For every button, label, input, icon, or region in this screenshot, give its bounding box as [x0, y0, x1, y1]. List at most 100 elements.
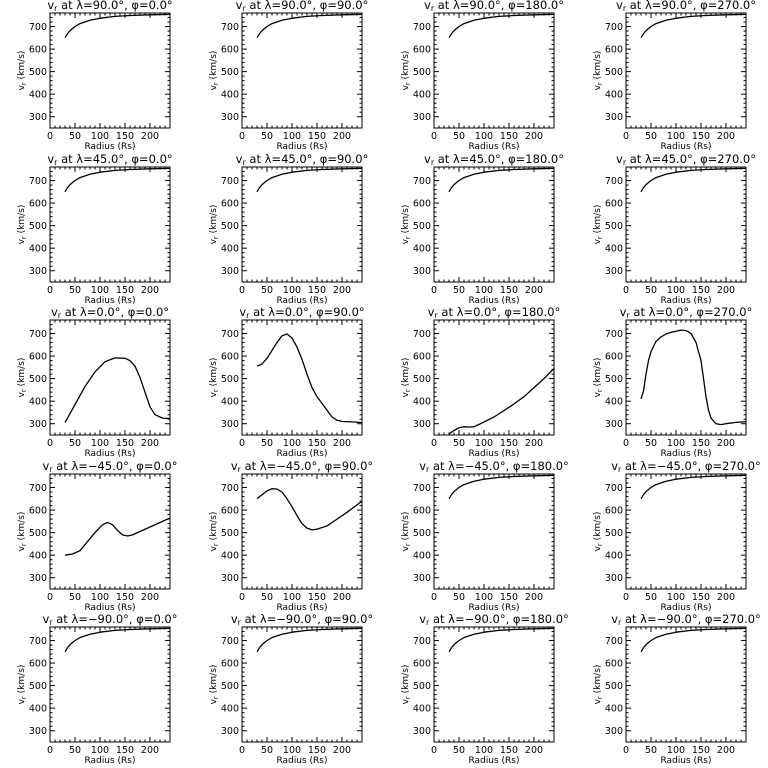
- y-tick-label: 600: [605, 659, 623, 670]
- x-tick-label: 0: [47, 438, 53, 449]
- y-axis-label: vr (km/s): [593, 51, 604, 91]
- chart-title: vr at λ=45.0°, φ=270.0°: [616, 152, 756, 167]
- x-tick-label: 150: [692, 285, 710, 296]
- x-tick-label: 100: [475, 285, 493, 296]
- y-tick-label: 400: [413, 704, 431, 715]
- y-tick-label: 600: [605, 199, 623, 210]
- x-tick-label: 50: [645, 745, 657, 756]
- x-tick-label: 50: [261, 745, 273, 756]
- plot-frame: [433, 319, 555, 436]
- x-tick-label: 200: [525, 131, 543, 142]
- y-tick-label: 300: [29, 112, 47, 123]
- chart-panel: vr at λ=−45.0°, φ=90.0° 0 50 100 150 200 300 40…: [209, 459, 373, 613]
- chart-title: vr at λ=−45.0°, φ=0.0°: [43, 459, 178, 474]
- x-axis-label: Radius (Rs): [468, 449, 519, 459]
- y-axis-label: vr (km/s): [593, 358, 604, 398]
- series-line: [640, 13, 747, 39]
- y-tick-label: 300: [605, 112, 623, 123]
- y-tick-label: 600: [29, 659, 47, 670]
- y-axis-label: vr (km/s): [401, 51, 412, 91]
- x-tick-label: 100: [667, 592, 685, 603]
- x-tick-label: 150: [692, 438, 710, 449]
- y-tick-label: 300: [413, 419, 431, 430]
- x-tick-label: 0: [239, 745, 245, 756]
- chart-panel: vr at λ=90.0°, φ=270.0° 0 50 100 150 200 300 40…: [593, 0, 756, 152]
- chart-title: vr at λ=0.0°, φ=0.0°: [51, 305, 169, 320]
- x-tick-label: 200: [525, 592, 543, 603]
- y-tick-label: 500: [605, 681, 623, 692]
- x-tick-label: 50: [453, 592, 465, 603]
- y-tick-label: 700: [413, 483, 431, 494]
- y-tick-label: 600: [221, 199, 239, 210]
- chart-panel: vr at λ=90.0°, φ=0.0° 0 50 100 150 200 300 400 5…: [17, 0, 173, 152]
- x-tick-label: 200: [333, 438, 351, 449]
- series-line: [640, 627, 747, 653]
- plot-frame: [433, 166, 555, 283]
- chart-panel: vr at λ=−90.0°, φ=0.0° 0 50 100 150 200 300 400…: [17, 612, 177, 766]
- x-tick-label: 100: [667, 131, 685, 142]
- y-axis-label: vr (km/s): [593, 205, 604, 245]
- series-line: [448, 167, 555, 193]
- y-tick-label: 300: [221, 112, 239, 123]
- x-tick-label: 50: [261, 131, 273, 142]
- x-tick-label: 0: [623, 131, 629, 142]
- series-line: [64, 167, 171, 193]
- y-axis-label: vr (km/s): [17, 358, 28, 398]
- y-tick-label: 500: [29, 221, 47, 232]
- x-tick-label: 150: [308, 285, 326, 296]
- x-tick-label: 150: [308, 745, 326, 756]
- x-tick-label: 150: [308, 131, 326, 142]
- x-tick-label: 100: [667, 438, 685, 449]
- y-tick-label: 500: [221, 528, 239, 539]
- y-tick-label: 600: [221, 659, 239, 670]
- y-tick-label: 600: [29, 45, 47, 56]
- x-tick-label: 0: [623, 745, 629, 756]
- x-tick-label: 150: [692, 745, 710, 756]
- y-tick-label: 600: [413, 352, 431, 363]
- y-axis-label: vr (km/s): [17, 665, 28, 705]
- plot-frame: [625, 473, 747, 590]
- x-tick-label: 200: [333, 745, 351, 756]
- x-tick-label: 200: [141, 438, 159, 449]
- y-tick-label: 700: [29, 329, 47, 340]
- x-axis-label: Radius (Rs): [84, 756, 135, 766]
- y-tick-label: 300: [413, 266, 431, 277]
- x-tick-label: 50: [645, 285, 657, 296]
- chart-title: vr at λ=−90.0°, φ=270.0°: [611, 612, 761, 627]
- y-tick-label: 300: [605, 266, 623, 277]
- x-tick-label: 150: [116, 745, 134, 756]
- y-tick-label: 300: [413, 112, 431, 123]
- y-tick-label: 500: [413, 67, 431, 78]
- x-tick-label: 200: [525, 438, 543, 449]
- x-tick-label: 0: [47, 131, 53, 142]
- y-tick-label: 400: [221, 704, 239, 715]
- y-tick-label: 700: [605, 483, 623, 494]
- y-tick-label: 300: [29, 726, 47, 737]
- chart-panel: vr at λ=90.0°, φ=90.0° 0 50 100 150 200 300 400…: [209, 0, 368, 152]
- y-tick-label: 400: [605, 704, 623, 715]
- x-tick-label: 150: [308, 592, 326, 603]
- y-axis-label: vr (km/s): [401, 512, 412, 552]
- x-tick-label: 100: [91, 438, 109, 449]
- y-tick-label: 600: [605, 506, 623, 517]
- y-tick-label: 400: [605, 90, 623, 101]
- y-tick-label: 500: [605, 374, 623, 385]
- x-tick-label: 200: [333, 592, 351, 603]
- x-tick-label: 50: [645, 592, 657, 603]
- y-tick-label: 400: [605, 244, 623, 255]
- plot-frame: [625, 626, 747, 743]
- y-axis-label: vr (km/s): [209, 665, 220, 705]
- chart-title: vr at λ=45.0°, φ=0.0°: [47, 152, 172, 167]
- x-tick-label: 200: [333, 285, 351, 296]
- y-axis-label: vr (km/s): [593, 512, 604, 552]
- series-line: [256, 488, 363, 531]
- x-tick-label: 150: [116, 285, 134, 296]
- chart-title: vr at λ=90.0°, φ=180.0°: [424, 0, 564, 13]
- x-tick-label: 0: [623, 438, 629, 449]
- x-tick-label: 150: [500, 131, 518, 142]
- x-tick-label: 0: [431, 285, 437, 296]
- chart-title: vr at λ=−90.0°, φ=90.0°: [231, 612, 373, 627]
- y-axis-label: vr (km/s): [17, 205, 28, 245]
- x-tick-label: 100: [475, 131, 493, 142]
- x-axis-label: Radius (Rs): [276, 603, 327, 613]
